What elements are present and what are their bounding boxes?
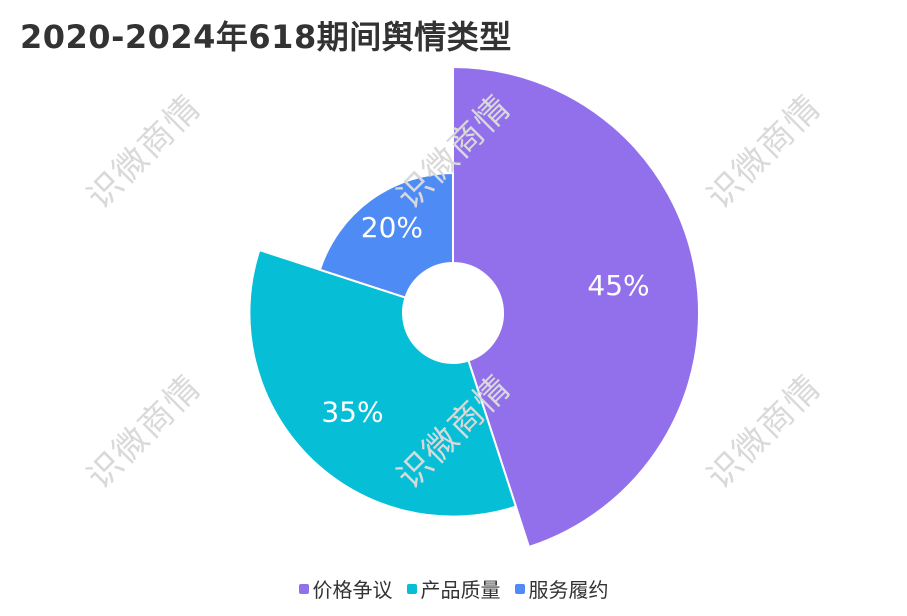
slice-data-label: 45% — [587, 269, 649, 302]
slice-data-label: 35% — [321, 396, 383, 429]
chart-legend: 价格争议 产品质量 服务履约 — [0, 574, 907, 603]
legend-label: 价格争议 — [312, 578, 393, 602]
legend-swatch — [406, 583, 417, 594]
pie-slice-2[interactable] — [248, 248, 518, 518]
legend-item-2[interactable]: 产品质量 — [406, 574, 501, 603]
legend-item-3[interactable]: 服务履约 — [514, 574, 609, 603]
pie-slice-1[interactable] — [452, 65, 700, 549]
legend-swatch — [298, 583, 309, 594]
legend-item-1[interactable]: 价格争议 — [298, 574, 393, 603]
legend-label: 产品质量 — [420, 578, 501, 602]
chart-title: 2020-2024年618期间舆情类型 — [20, 18, 512, 56]
pie-slice-3[interactable] — [318, 171, 454, 299]
legend-label: 服务履约 — [528, 578, 609, 602]
slice-data-label: 20% — [361, 211, 423, 244]
legend-swatch — [514, 583, 525, 594]
